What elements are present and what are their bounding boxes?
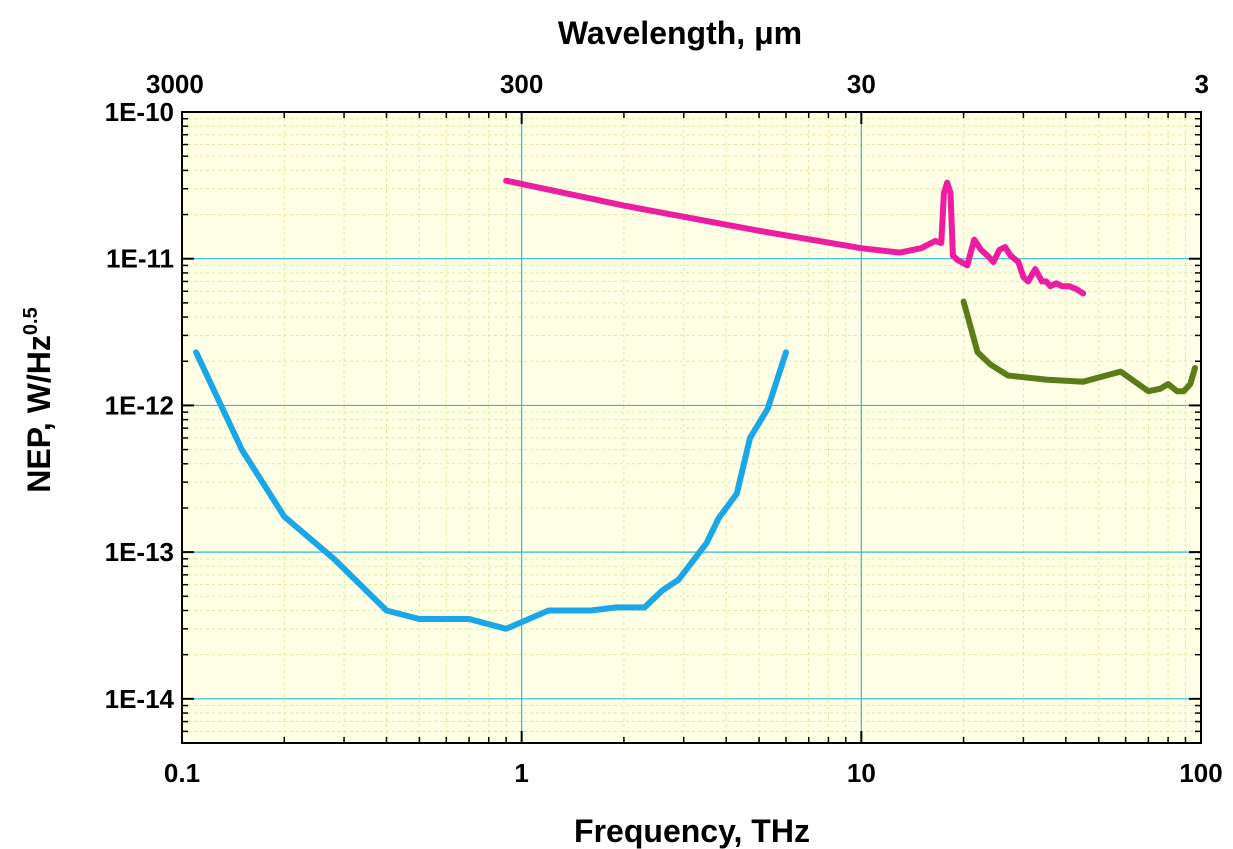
- x-tick-label: 0.1: [164, 758, 200, 788]
- x-tick-label: 100: [1179, 758, 1222, 788]
- series-line-1: [193, 349, 789, 632]
- labels-layer: 0.1 1 10 100 3000 300 30 3 1E-14 1E-13 1E-12 1E-11 1…: [105, 69, 1223, 788]
- plot-background: [182, 112, 1201, 743]
- y-axis-title-superscript: 0.5: [20, 307, 42, 335]
- series-layer: [193, 177, 1198, 632]
- y-axis-title: NEP, W/Hz0.5: [20, 307, 57, 492]
- minor-grid: [182, 112, 1201, 744]
- top-tick-label: 3000: [146, 69, 204, 99]
- series-line-2: [503, 177, 1087, 297]
- y-tick-label: 1E-10: [105, 97, 174, 127]
- top-axis-title: Wavelength, μm: [558, 15, 802, 51]
- y-axis-title-main: NEP, W/Hz: [21, 335, 57, 493]
- top-tick-label: 30: [847, 69, 876, 99]
- series-line-3: [960, 298, 1198, 395]
- y-tick-label: 1E-11: [106, 244, 174, 274]
- y-tick-label: 1E-14: [105, 684, 175, 714]
- x-tick-label: 10: [847, 758, 876, 788]
- top-tick-label: 3: [1195, 69, 1209, 99]
- y-tick-label: 1E-12: [105, 390, 174, 420]
- y-tick-label: 1E-13: [105, 537, 174, 567]
- x-axis-title: Frequency, THz: [574, 813, 810, 849]
- ticks-layer: [181, 111, 1202, 744]
- top-tick-label: 300: [500, 69, 543, 99]
- x-tick-label: 1: [514, 758, 528, 788]
